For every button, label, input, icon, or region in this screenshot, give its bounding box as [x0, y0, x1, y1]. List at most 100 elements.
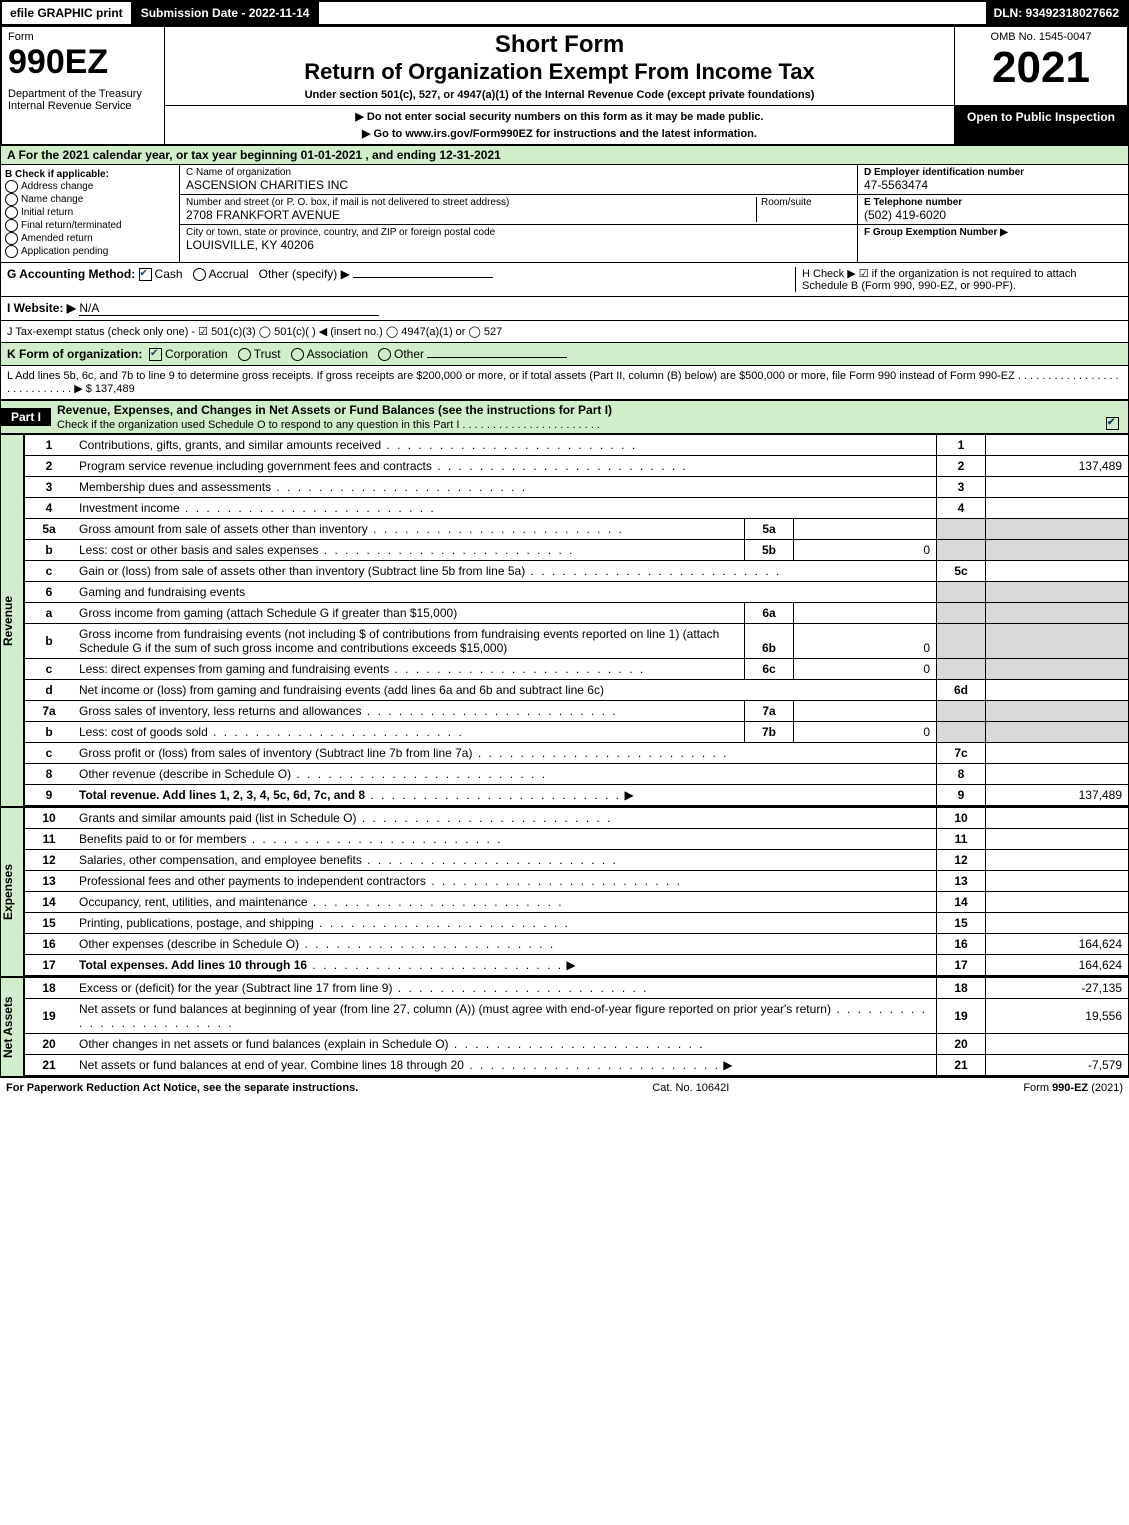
line-3: 3Membership dues and assessments3 — [25, 477, 1129, 498]
website-row: I Website: ▶ N/A — [0, 297, 1129, 321]
line-k-label: K Form of organization: — [7, 347, 142, 361]
amended-return-checkbox[interactable] — [5, 232, 18, 245]
open-public-inspection: Open to Public Inspection — [955, 106, 1129, 146]
column-de: D Employer identification number 47-5563… — [858, 165, 1128, 262]
line-19: 19Net assets or fund balances at beginni… — [25, 999, 1129, 1034]
efile-label[interactable]: efile GRAPHIC print — [2, 2, 133, 24]
part-1-title: Revenue, Expenses, and Changes in Net As… — [57, 403, 612, 417]
subtitle: Under section 501(c), 527, or 4947(a)(1)… — [171, 89, 948, 101]
expenses-section: Expenses 10Grants and similar amounts pa… — [0, 807, 1129, 977]
expenses-side-label: Expenses — [0, 807, 24, 976]
addr-label: Number and street (or P. O. box, if mail… — [186, 197, 756, 208]
line-l-gross-receipts: L Add lines 5b, 6c, and 7b to line 9 to … — [0, 366, 1129, 400]
final-return-checkbox[interactable] — [5, 219, 18, 232]
phone-label: E Telephone number — [864, 197, 1122, 208]
org-city: LOUISVILLE, KY 40206 — [186, 238, 851, 252]
trust-checkbox[interactable] — [238, 348, 251, 361]
form-of-organization: K Form of organization: Corporation Trus… — [0, 343, 1129, 366]
cash-checkbox[interactable] — [139, 268, 152, 281]
phone-value: (502) 419-6020 — [864, 208, 1122, 222]
submission-date: Submission Date - 2022-11-14 — [133, 2, 320, 24]
line-h: H Check ▶ ☑ if the organization is not r… — [795, 267, 1122, 292]
line-12: 12Salaries, other compensation, and empl… — [25, 850, 1129, 871]
expenses-table: 10Grants and similar amounts paid (list … — [24, 807, 1129, 976]
net-assets-side-label: Net Assets — [0, 977, 24, 1076]
org-name: ASCENSION CHARITIES INC — [186, 178, 851, 192]
warning-ssn: ▶ Do not enter social security numbers o… — [171, 110, 948, 123]
line-g-label: G Accounting Method: — [7, 267, 135, 281]
revenue-side-label: Revenue — [0, 434, 24, 806]
line-5a: 5aGross amount from sale of assets other… — [25, 519, 1129, 540]
dept-label: Department of the Treasury Internal Reve… — [8, 88, 158, 112]
line-5c: cGain or (loss) from sale of assets othe… — [25, 561, 1129, 582]
group-exemption-label: F Group Exemption Number ▶ — [864, 227, 1122, 238]
column-c-org: C Name of organization ASCENSION CHARITI… — [180, 165, 858, 262]
omb-number: OMB No. 1545-0047 — [961, 31, 1121, 43]
line-i-label: I Website: ▶ — [7, 301, 76, 315]
line-6a: aGross income from gaming (attach Schedu… — [25, 603, 1129, 624]
line-16: 16Other expenses (describe in Schedule O… — [25, 934, 1129, 955]
form-header: Form 990EZ Department of the Treasury In… — [0, 26, 1129, 146]
catalog-number: Cat. No. 10642I — [652, 1082, 729, 1094]
section-a-tax-year: A For the 2021 calendar year, or tax yea… — [0, 146, 1129, 165]
line-1: 1Contributions, gifts, grants, and simil… — [25, 435, 1129, 456]
initial-return-checkbox[interactable] — [5, 206, 18, 219]
address-change-checkbox[interactable] — [5, 180, 18, 193]
accounting-method-row: G Accounting Method: Cash Accrual Other … — [0, 263, 1129, 297]
line-13: 13Professional fees and other payments t… — [25, 871, 1129, 892]
line-11: 11Benefits paid to or for members11 — [25, 829, 1129, 850]
line-15: 15Printing, publications, postage, and s… — [25, 913, 1129, 934]
org-name-label: C Name of organization — [186, 167, 851, 178]
name-change-checkbox[interactable] — [5, 193, 18, 206]
website-value: N/A — [79, 301, 379, 316]
org-info-block: B Check if applicable: Address change Na… — [0, 165, 1129, 263]
part-1-label: Part I — [1, 408, 51, 426]
city-label: City or town, state or province, country… — [186, 227, 851, 238]
line-10: 10Grants and similar amounts paid (list … — [25, 808, 1129, 829]
main-title: Return of Organization Exempt From Incom… — [171, 59, 948, 85]
line-6b: bGross income from fundraising events (n… — [25, 624, 1129, 659]
line-14: 14Occupancy, rent, utilities, and mainte… — [25, 892, 1129, 913]
column-b-checkboxes: B Check if applicable: Address change Na… — [1, 165, 180, 262]
line-8: 8Other revenue (describe in Schedule O)8 — [25, 764, 1129, 785]
tax-exempt-status: J Tax-exempt status (check only one) - ☑… — [0, 321, 1129, 343]
tax-year: 2021 — [961, 43, 1121, 93]
line-6c: cLess: direct expenses from gaming and f… — [25, 659, 1129, 680]
line-5b: bLess: cost or other basis and sales exp… — [25, 540, 1129, 561]
application-pending-checkbox[interactable] — [5, 245, 18, 258]
net-assets-section: Net Assets 18Excess or (deficit) for the… — [0, 977, 1129, 1077]
org-address: 2708 FRANKFORT AVENUE — [186, 208, 756, 222]
top-bar: efile GRAPHIC print Submission Date - 20… — [0, 0, 1129, 26]
line-2: 2Program service revenue including gover… — [25, 456, 1129, 477]
part-1-header: Part I Revenue, Expenses, and Changes in… — [0, 400, 1129, 434]
short-form-title: Short Form — [171, 31, 948, 59]
revenue-table: 1Contributions, gifts, grants, and simil… — [24, 434, 1129, 806]
line-6: 6Gaming and fundraising events — [25, 582, 1129, 603]
instructions-link[interactable]: ▶ Go to www.irs.gov/Form990EZ for instru… — [171, 127, 948, 140]
association-checkbox[interactable] — [291, 348, 304, 361]
col-b-label: B Check if applicable: — [5, 169, 175, 180]
line-4: 4Investment income4 — [25, 498, 1129, 519]
corporation-checkbox[interactable] — [149, 348, 162, 361]
dln-label: DLN: 93492318027662 — [986, 2, 1127, 24]
form-word: Form — [8, 31, 158, 43]
room-label: Room/suite — [761, 197, 851, 208]
form-version: Form 990-EZ (2021) — [1023, 1082, 1123, 1094]
part-1-check-line: Check if the organization used Schedule … — [57, 419, 600, 431]
page-footer: For Paperwork Reduction Act Notice, see … — [0, 1077, 1129, 1098]
paperwork-notice: For Paperwork Reduction Act Notice, see … — [6, 1082, 358, 1094]
line-21: 21Net assets or fund balances at end of … — [25, 1055, 1129, 1076]
line-7c: cGross profit or (loss) from sales of in… — [25, 743, 1129, 764]
line-7a: 7aGross sales of inventory, less returns… — [25, 701, 1129, 722]
other-org-checkbox[interactable] — [378, 348, 391, 361]
net-assets-table: 18Excess or (deficit) for the year (Subt… — [24, 977, 1129, 1076]
form-number: 990EZ — [8, 43, 158, 82]
line-7b: bLess: cost of goods sold7b0 — [25, 722, 1129, 743]
line-20: 20Other changes in net assets or fund ba… — [25, 1034, 1129, 1055]
line-6d: dNet income or (loss) from gaming and fu… — [25, 680, 1129, 701]
ein-value: 47-5563474 — [864, 178, 1122, 192]
schedule-o-checkbox[interactable] — [1106, 417, 1119, 430]
line-17: 17Total expenses. Add lines 10 through 1… — [25, 955, 1129, 976]
accrual-checkbox[interactable] — [193, 268, 206, 281]
line-9: 9Total revenue. Add lines 1, 2, 3, 4, 5c… — [25, 785, 1129, 806]
